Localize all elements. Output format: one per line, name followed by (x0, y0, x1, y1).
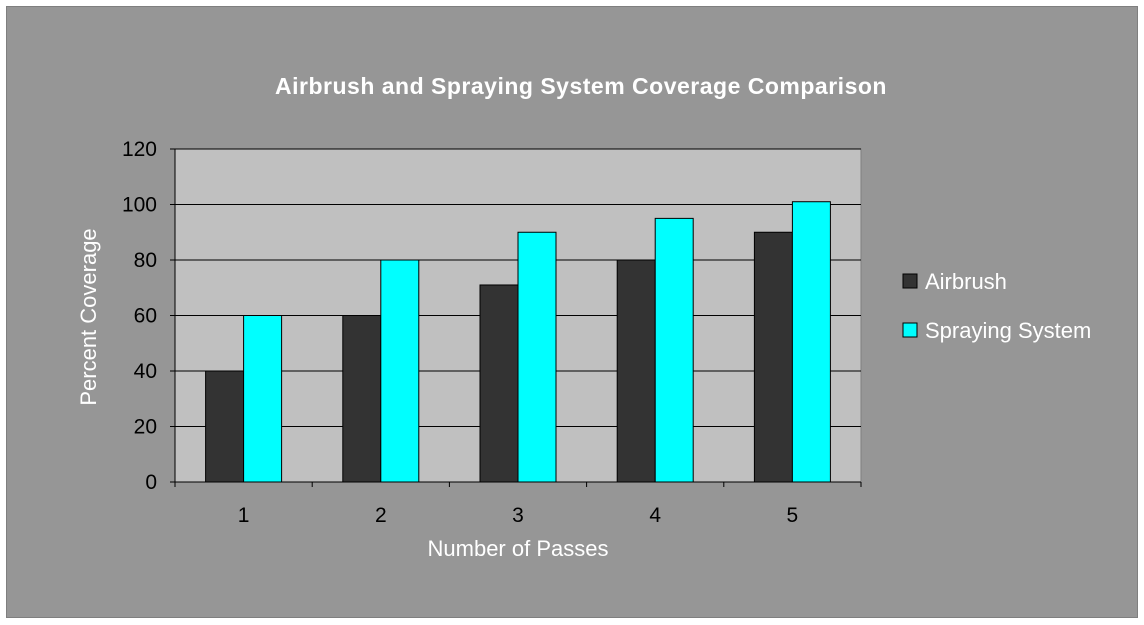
x-tick-label: 5 (787, 504, 799, 527)
legend-label-airbrush: Airbrush (925, 269, 1007, 294)
bar-airbrush (342, 315, 382, 483)
x-axis-label: Number of Passes (428, 536, 609, 561)
y-tick-label: 0 (145, 471, 157, 494)
chart-area: Airbrush and Spraying System Coverage Co… (6, 6, 1138, 618)
bar-spraying-system (791, 201, 831, 483)
x-tick-label: 4 (649, 504, 661, 527)
bar-airbrush (616, 259, 656, 483)
x-tick-label: 3 (512, 504, 524, 527)
chart: Airbrush and Spraying System Coverage Co… (76, 73, 1091, 561)
bars (205, 201, 831, 483)
y-tick-label: 80 (134, 249, 157, 272)
y-tick-label: 120 (122, 138, 157, 161)
bar-spraying-system (654, 217, 694, 483)
legend-label-spraying-system: Spraying System (925, 318, 1091, 343)
y-tick-labels: 0 20 40 60 80 100 120 (122, 138, 175, 494)
bar-spraying-system (243, 315, 283, 483)
y-axis-label: Percent Coverage (76, 228, 101, 405)
x-tick-label: 2 (375, 504, 387, 527)
bar-airbrush (753, 231, 793, 483)
y-tick-label: 20 (134, 416, 157, 439)
legend-swatch-airbrush (902, 273, 918, 289)
bar-spraying-system (517, 231, 557, 483)
chart-title: Airbrush and Spraying System Coverage Co… (275, 73, 887, 99)
y-tick-label: 60 (134, 305, 157, 328)
x-tick-label: 1 (238, 504, 250, 527)
x-tick-labels: 1 2 3 4 5 (174, 482, 862, 527)
legend: Airbrush Spraying System (902, 269, 1091, 343)
legend-swatch-spraying-system (902, 322, 918, 338)
bar-airbrush (205, 370, 245, 483)
y-tick-label: 100 (122, 194, 157, 217)
y-tick-label: 40 (134, 360, 157, 383)
bar-spraying-system (380, 259, 420, 483)
gridlines (175, 148, 861, 427)
bar-airbrush (479, 284, 519, 483)
